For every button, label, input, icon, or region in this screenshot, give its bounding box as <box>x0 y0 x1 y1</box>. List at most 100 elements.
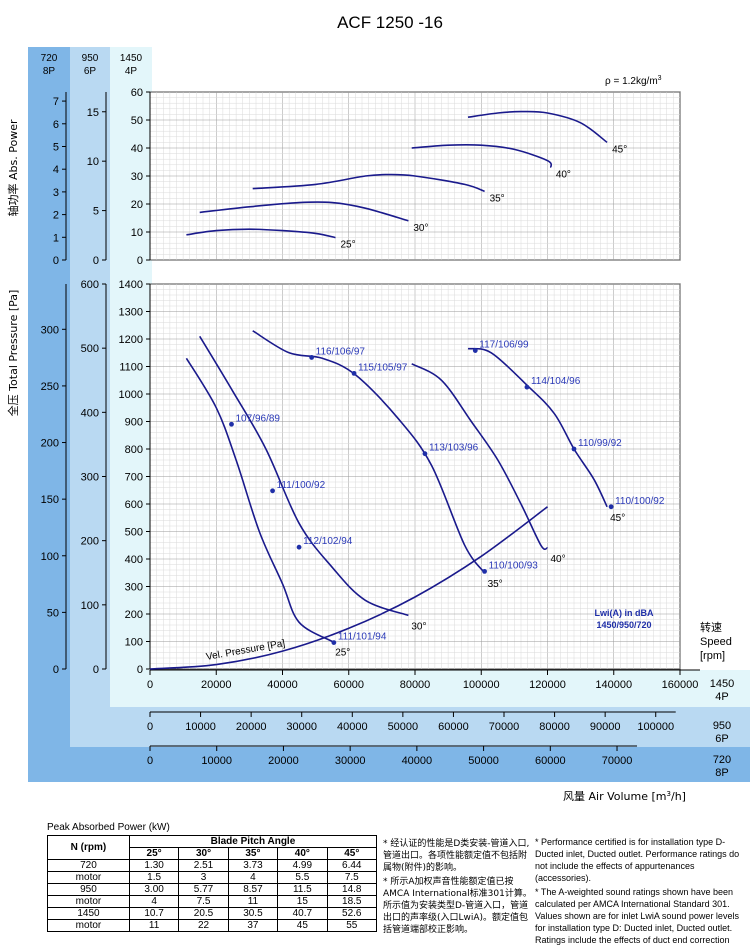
x-tick-label: 60000 <box>333 679 364 691</box>
pressure-tick-label: 500 <box>81 343 99 355</box>
table-cell: 6.44 <box>326 859 378 872</box>
table-cell: 45 <box>277 919 328 932</box>
table-row: 950 3.00 5.77 8.57 11.5 14.8 <box>47 883 378 896</box>
power-tick-label: 7 <box>53 96 59 108</box>
table-cell: 4 <box>227 871 279 884</box>
x-tick-label: 70000 <box>489 721 520 733</box>
speed-rpm-950: 950 <box>82 53 99 64</box>
table-cell: 10.7 <box>128 907 180 920</box>
table-cell: 2.51 <box>178 859 229 872</box>
power-tick-label: 50 <box>131 115 143 127</box>
pressure-curve <box>467 347 608 508</box>
speed-pole-1450: 4P <box>125 66 138 77</box>
x-tick-label: 40000 <box>267 679 298 691</box>
table-cell: 11 <box>227 895 279 908</box>
sound-point-label: 115/105/97 <box>358 362 408 373</box>
table-row: 720 1.30 2.51 3.73 4.99 6.44 <box>47 859 378 872</box>
sound-point <box>270 488 275 494</box>
pressure-tick-label: 500 <box>125 527 143 539</box>
table-cell: 11 <box>128 919 180 932</box>
pressure-tick-label: 100 <box>81 600 99 612</box>
power-tick-label: 2 <box>53 210 59 222</box>
pressure-tick-label: 250 <box>41 381 59 393</box>
table-row-label: 1450 <box>47 907 130 920</box>
x-tick-label: 120000 <box>529 679 566 691</box>
sound-point <box>331 640 337 645</box>
pressure-curve <box>411 363 548 551</box>
x-tick-label: 40000 <box>402 755 433 767</box>
power-tick-label: 0 <box>93 255 99 267</box>
power-tick-label: 40 <box>131 143 143 155</box>
angle-header: 25° <box>128 847 180 860</box>
density-note: ρ = 1.2kg/m3 <box>605 75 662 87</box>
pressure-tick-label: 1200 <box>119 334 143 346</box>
table-cell: 3 <box>178 871 229 884</box>
pressure-tick-label: 200 <box>41 438 59 450</box>
x-tick-label: 100000 <box>463 679 500 691</box>
band-1450 <box>110 47 152 707</box>
power-curve <box>411 143 553 168</box>
notes-english: * Performance certified is for installat… <box>535 836 747 948</box>
power-curve-angle-label: 40° <box>556 170 571 181</box>
x-tick-label: 30000 <box>286 721 317 733</box>
pressure-axis-label: 全压 Total Pressure [Pa] <box>6 290 20 417</box>
table-cell: 22 <box>178 919 229 932</box>
x-tick-label: 140000 <box>595 679 632 691</box>
speed-label-cn: 转速 <box>700 620 722 634</box>
speed-pole-950: 6P <box>84 66 97 77</box>
pressure-tick-label: 0 <box>93 664 99 676</box>
sound-point-label: 111/101/94 <box>338 632 387 643</box>
table-row: motor 11 22 37 45 55 <box>47 919 378 932</box>
pressure-tick-label: 300 <box>81 472 99 484</box>
table-cell: 8.57 <box>227 883 279 896</box>
point-layer: 116/106/97 115/105/97 117/106/99 114/104/96… <box>229 340 665 645</box>
table-cell: 1.5 <box>128 871 180 884</box>
table-row-label: 720 <box>47 859 130 872</box>
table-cell: 20.5 <box>178 907 229 920</box>
power-tick-label: 20 <box>131 199 143 211</box>
pressure-tick-label: 200 <box>125 609 143 621</box>
x-axis-poles-720: 8P <box>715 767 728 779</box>
sound-point <box>296 544 302 550</box>
pressure-tick-label: 400 <box>125 554 143 566</box>
pressure-tick-label: 100 <box>125 637 143 649</box>
chart-title: ACF 1250 -16 <box>337 13 443 32</box>
table-cell: 15 <box>277 895 328 908</box>
sound-point <box>482 568 487 574</box>
power-tick-label: 3 <box>53 187 59 199</box>
x-tick-label: 160000 <box>662 679 699 691</box>
note-en-2: * The A-weighted sound ratings shown hav… <box>535 887 739 945</box>
note-en-1: * Performance certified is for installat… <box>535 837 740 883</box>
sound-point-label: 113/103/96 <box>429 443 479 454</box>
sound-point <box>571 446 577 452</box>
table-cell: 3.73 <box>227 859 279 872</box>
sound-point-label: 112/102/94 <box>303 536 353 547</box>
power-curve <box>467 110 608 144</box>
angle-header: 40° <box>277 847 328 860</box>
table-cell: 4 <box>128 895 180 908</box>
table-cell: 37 <box>227 919 279 932</box>
table-row: motor 1.5 3 4 5.5 7.5 <box>47 871 378 884</box>
power-tick-label: 4 <box>53 164 59 176</box>
pressure-tick-label: 400 <box>81 407 99 419</box>
table-cell: 3.00 <box>128 883 180 896</box>
x-tick-label: 10000 <box>185 721 216 733</box>
table-cell: 7.5 <box>178 895 229 908</box>
power-curve-angle-label: 45° <box>612 144 627 155</box>
x-tick-label: 100000 <box>637 721 674 733</box>
table-cell: 5.5 <box>277 871 328 884</box>
x-tick-label: 60000 <box>438 721 469 733</box>
legend-speeds: 1450/950/720 <box>596 620 651 630</box>
power-curve-angle-label: 30° <box>413 223 428 234</box>
speed-label-unit: [rpm] <box>700 650 725 662</box>
pressure-tick-label: 0 <box>53 664 59 676</box>
notes-chinese: * 经认证的性能是D类安装-管道入口, 管道出口。各项性能额定值不包括附属物(附… <box>383 838 533 938</box>
note-cn-2: * 所示A加权声音性能额定值已按AMCA International标准301计… <box>383 877 532 935</box>
sound-point-label: 110/100/92 <box>615 496 665 507</box>
x-axis-rpm-1450: 1450 <box>710 678 734 690</box>
pressure-curve-angle-label: 30° <box>411 621 426 632</box>
sound-point-label: 117/106/99 <box>479 340 529 351</box>
power-table-body: 720 1.30 2.51 3.73 4.99 6.44 motor 1.5 3 4 5.5 7.5 9… <box>47 859 378 932</box>
power-curve <box>252 173 485 193</box>
